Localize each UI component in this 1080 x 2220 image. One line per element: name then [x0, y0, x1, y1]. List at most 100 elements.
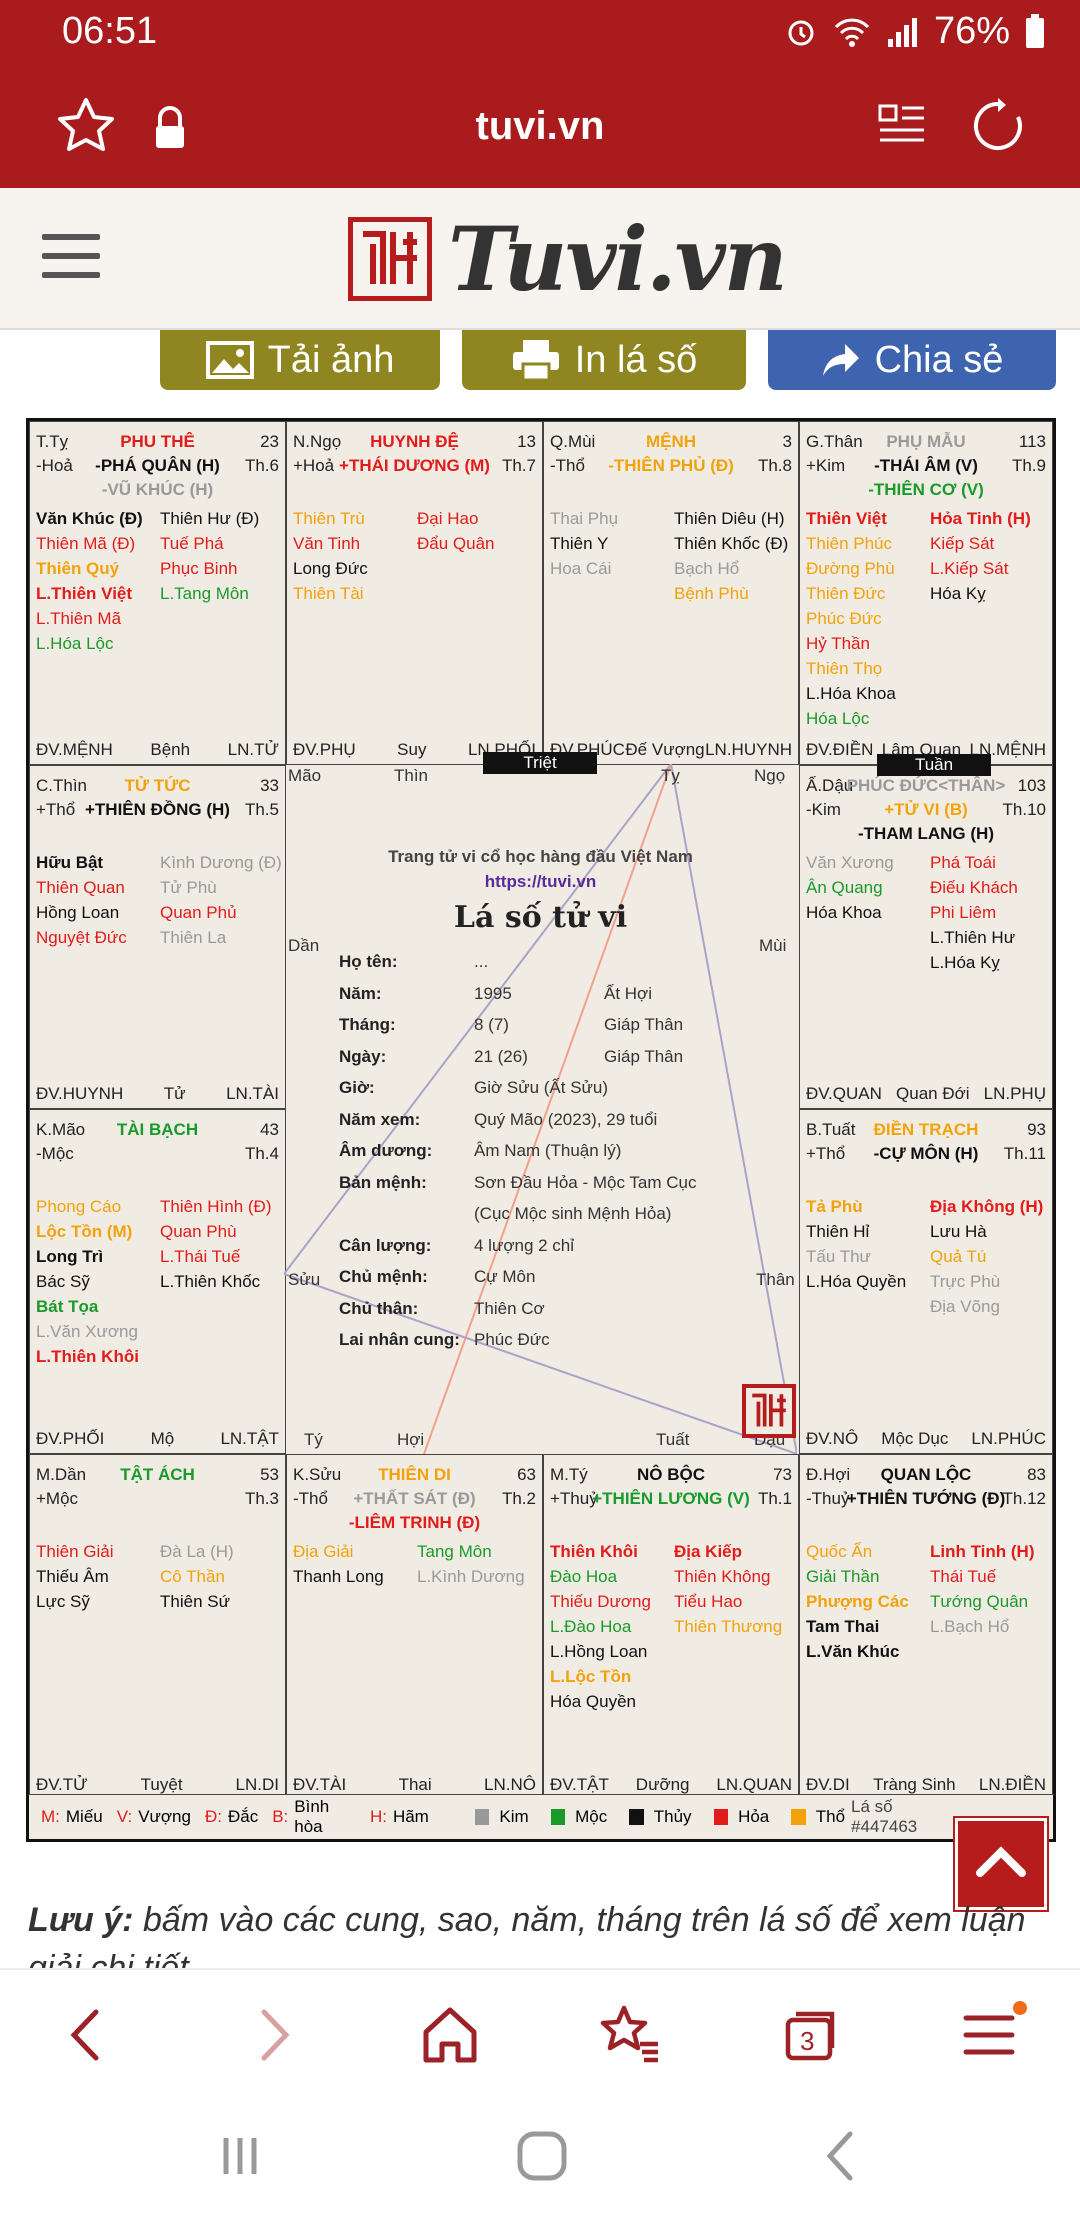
lock-icon[interactable] — [150, 106, 190, 150]
star-item[interactable]: Phúc Đức — [806, 609, 882, 628]
star-item[interactable]: L.Hóa Kỵ — [930, 953, 1000, 972]
info-v2[interactable]: Ất Hợi — [604, 983, 652, 1003]
star-item[interactable]: Đào Hoa — [550, 1567, 618, 1586]
back-system-icon[interactable] — [812, 2126, 872, 2186]
star-item[interactable]: Thiên Quý — [36, 559, 120, 578]
menu-hamburger-icon[interactable] — [42, 234, 100, 278]
star-item[interactable]: Hóa Kỵ — [930, 584, 986, 603]
star-item[interactable]: Phi Liêm — [930, 903, 997, 922]
info-v[interactable]: 1995 — [474, 983, 512, 1003]
star-item[interactable]: L.Thiên Khốc — [160, 1272, 261, 1291]
info-v[interactable]: ... — [474, 952, 489, 971]
star-item[interactable]: Thai Phụ — [550, 509, 619, 528]
star-item[interactable]: Quả Tú — [930, 1247, 987, 1266]
star-item[interactable]: Thiên Đức — [806, 584, 886, 603]
star-item[interactable]: Hoa Cái — [550, 559, 612, 578]
star-item[interactable]: L.Hóa Quyền — [806, 1272, 907, 1291]
star-item[interactable]: Thiên Diêu (H) — [674, 509, 785, 528]
info-v[interactable]: 4 lượng 2 chỉ — [474, 1235, 575, 1255]
star-item[interactable]: Hóa Lộc — [806, 709, 870, 728]
star-item[interactable]: Địa Giải — [293, 1542, 354, 1561]
star-item[interactable]: L.Kình Dương — [417, 1567, 525, 1586]
star-item[interactable]: Kình Dương (Đ) — [160, 853, 282, 872]
palace-cell-ty[interactable]: T.Tỵ -Hoả PHU THÊ 23 -PHÁ QUÂN (H) Th.6 -VŨ KH… — [29, 421, 286, 765]
star-item[interactable]: Hỷ Thần — [806, 634, 870, 653]
info-v[interactable]: (Cục Mộc sinh Mệnh Hỏa) — [474, 1204, 672, 1223]
info-v[interactable]: Âm Nam (Thuận lý) — [474, 1141, 622, 1160]
tabs-button[interactable]: 3 — [770, 2000, 850, 2070]
star-item[interactable]: Thiên Sứ — [160, 1592, 230, 1611]
star-item[interactable]: L.Văn Khúc — [806, 1642, 900, 1661]
info-v[interactable]: 21 (26) — [474, 1046, 528, 1066]
star-item[interactable]: L.Tang Môn — [160, 584, 249, 603]
star-item[interactable]: Lộc Tồn (M) — [36, 1222, 133, 1241]
info-v[interactable]: Sơn Đầu Hỏa - Mộc Tam Cục — [474, 1172, 697, 1192]
star-item[interactable]: Lực Sỹ — [36, 1592, 90, 1611]
star-item[interactable]: Phượng Các — [806, 1592, 909, 1611]
info-v[interactable]: Phúc Đức — [474, 1330, 550, 1349]
star-item[interactable]: Quan Phù — [160, 1222, 237, 1241]
star-item[interactable]: Cô Thần — [160, 1567, 225, 1586]
star-item[interactable]: Thiên Việt — [806, 509, 887, 528]
palace-cell-ti[interactable]: M.Tý +Thuỷ NÔ BỘC 73 +THIÊN LƯƠNG (V) Th.1 Thi… — [543, 1454, 799, 1800]
star-item[interactable]: Quốc Ấn — [806, 1542, 873, 1561]
site-link[interactable]: https://tuvi.vn — [484, 872, 597, 891]
star-item[interactable]: Văn Xương — [806, 853, 894, 872]
star-item[interactable]: Thiên Thọ — [806, 659, 883, 678]
star-item[interactable]: Thiên Giải — [36, 1542, 114, 1561]
star-item[interactable]: Nguyệt Đức — [36, 928, 127, 947]
star-item[interactable]: Đường Phù — [806, 559, 895, 578]
star-item[interactable]: L.Thiên Hư — [930, 928, 1016, 947]
star-item[interactable]: Thiên Hình (Đ) — [160, 1197, 272, 1216]
star-item[interactable]: Địa Không (H) — [930, 1197, 1044, 1216]
star-item[interactable]: L.Hồng Loan — [550, 1642, 648, 1661]
share-button[interactable]: Chia sẻ — [768, 330, 1056, 390]
star-item[interactable]: Trực Phù — [930, 1272, 1001, 1291]
star-item[interactable]: L.Thiên Việt — [36, 584, 133, 603]
info-v[interactable]: 8 (7) — [474, 1015, 509, 1034]
star-item[interactable]: Đẩu Quân — [417, 534, 495, 553]
star-item[interactable]: Bạch Hổ — [674, 559, 740, 578]
star-item[interactable]: Hữu Bật — [36, 853, 104, 872]
star-item[interactable]: Địa Võng — [930, 1297, 1000, 1316]
star-item[interactable]: Thiên Thương — [674, 1617, 783, 1636]
home-system-icon[interactable] — [512, 2126, 572, 2186]
star-item[interactable]: Thiên Hư (Đ) — [160, 509, 260, 528]
star-item[interactable]: L.Văn Xương — [36, 1322, 138, 1341]
star-item[interactable]: Thiên Phúc — [806, 534, 892, 553]
print-chart-button[interactable]: In lá số — [462, 330, 746, 390]
star-item[interactable]: Thiên Y — [550, 534, 609, 553]
info-v[interactable]: Giờ Sửu (Ất Sửu) — [474, 1078, 609, 1097]
star-item[interactable]: Tướng Quân — [930, 1592, 1029, 1611]
star-item[interactable]: Bát Tọa — [36, 1297, 99, 1316]
reload-icon[interactable] — [968, 96, 1028, 156]
star-item[interactable]: Tấu Thư — [806, 1247, 871, 1266]
star-item[interactable]: Bác Sỹ — [36, 1272, 90, 1291]
star-item[interactable]: Đà La (H) — [160, 1542, 234, 1561]
star-item[interactable]: L.Thiên Khôi — [36, 1347, 139, 1366]
palace-cell-hoi[interactable]: Đ.Hợi -Thuỷ QUAN LỘC 83 +THIÊN TƯỚNG (Đ) Th.1… — [799, 1454, 1053, 1800]
star-item[interactable]: Kiếp Sát — [930, 534, 995, 553]
star-item[interactable]: Văn Khúc (Đ) — [36, 509, 143, 528]
home-icon[interactable] — [410, 2000, 490, 2070]
palace-cell-mao[interactable]: K.Mão -Mộc TÀI BẠCH 43 Th.4 Phong Cáo Lộc Tồn … — [29, 1109, 286, 1454]
bookmark-star-icon[interactable] — [54, 94, 118, 158]
star-item[interactable]: Tử Phù — [160, 878, 217, 897]
star-item[interactable]: Giải Thần — [806, 1567, 880, 1586]
star-item[interactable]: Thiên La — [160, 928, 227, 947]
star-item[interactable]: Địa Kiếp — [674, 1542, 743, 1561]
star-item[interactable]: Thiên Mã (Đ) — [36, 534, 136, 553]
star-item[interactable]: L.Hóa Khoa — [806, 684, 896, 703]
star-item[interactable]: Thiên Khôi — [550, 1542, 638, 1561]
download-image-button[interactable]: Tải ảnh — [160, 330, 440, 390]
palace-cell-tuat[interactable]: B.Tuất +Thổ ĐIỀN TRẠCH 93 -CỰ MÔN (H) Th.11 Tả… — [799, 1109, 1053, 1454]
star-item[interactable]: Phục Binh — [160, 559, 238, 578]
star-item[interactable]: Quan Phủ — [160, 903, 237, 922]
star-item[interactable]: Thiếu Âm — [36, 1567, 109, 1586]
palace-cell-suu[interactable]: K.Sửu -Thổ THIÊN DI 63 +THẤT SÁT (Đ) Th.2 -LIÊ… — [286, 1454, 543, 1800]
star-item[interactable]: Thiếu Dương — [550, 1592, 651, 1611]
star-item[interactable]: L.Đào Hoa — [550, 1617, 632, 1636]
palace-cell-than[interactable]: G.Thân +Kim PHỤ MẪU 113 -THÁI ÂM (V) Th.9 -THI… — [799, 421, 1053, 765]
info-v2[interactable]: Giáp Thân — [604, 1015, 684, 1034]
star-item[interactable]: Hỏa Tinh (H) — [930, 509, 1031, 528]
